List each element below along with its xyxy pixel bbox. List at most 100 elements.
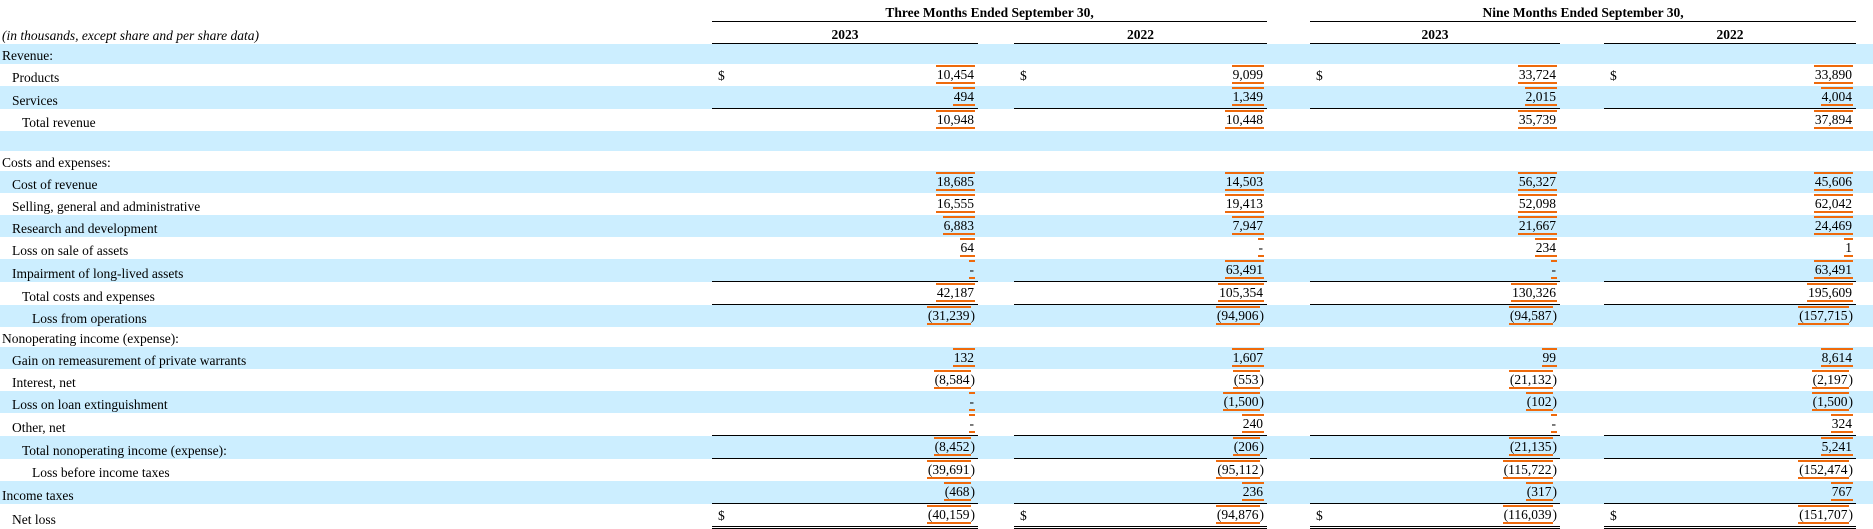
- table-row: Total revenue 10,948 10,448 35,739 37,894: [0, 108, 1873, 132]
- value-cell: (94,587): [1310, 304, 1561, 327]
- value-cell: 35,739: [1310, 108, 1561, 131]
- row-margin: [1856, 504, 1873, 528]
- row-label: [0, 131, 712, 151]
- fact-value: (553): [1232, 370, 1265, 389]
- column-gap: [1267, 193, 1310, 215]
- row-margin: [1856, 215, 1873, 237]
- row-label: Research and development: [12, 221, 158, 236]
- row-label: Nonoperating income (expense):: [2, 331, 179, 346]
- value-cell: [712, 327, 978, 347]
- value-cell: $ (151,707): [1604, 503, 1857, 529]
- row-label: Gain on remeasurement of private warrant…: [12, 353, 247, 368]
- fact-value: -: [1550, 260, 1558, 279]
- fact-value: (94,876): [1215, 505, 1265, 524]
- row-margin: [1856, 282, 1873, 305]
- value-cell: [1310, 44, 1560, 65]
- table-row: Selling, general and administrative 16,55…: [0, 193, 1873, 215]
- fact-value: 56,327: [1517, 172, 1558, 191]
- column-gap: [1267, 215, 1310, 237]
- value-cell: (94,906): [1014, 304, 1268, 327]
- table-row: Loss on sale of assets 64 - 234 1: [0, 237, 1873, 259]
- year-header-9m-2022: 2022: [1604, 21, 1857, 44]
- period-header-nine-months: Nine Months Ended September 30,: [1310, 0, 1857, 22]
- fact-value: 21,667: [1517, 216, 1558, 235]
- row-margin: [1856, 151, 1873, 171]
- value-cell: [712, 131, 978, 151]
- fact-value: (21,132): [1508, 370, 1558, 389]
- column-gap: [1560, 436, 1604, 459]
- column-gap: [1560, 151, 1604, 171]
- column-gap: [978, 459, 1014, 482]
- row-label: Loss on loan extinguishment: [12, 397, 168, 412]
- value-cell: 494: [712, 86, 978, 109]
- value-cell: (468): [712, 481, 978, 504]
- header-margin: [1856, 22, 1873, 44]
- column-gap: [1560, 109, 1604, 132]
- row-label: Impairment of long-lived assets: [12, 265, 184, 281]
- fact-value: 45,606: [1813, 172, 1854, 191]
- row-label: Cost of revenue: [12, 177, 98, 192]
- fact-value: 99: [1541, 348, 1558, 367]
- value-cell: 16,555: [712, 193, 978, 215]
- column-gap: [1560, 327, 1604, 347]
- value-cell: 21,667: [1310, 215, 1560, 237]
- fact-value: 9,099: [1231, 65, 1265, 84]
- row-margin: [1856, 44, 1873, 65]
- column-gap: [1267, 413, 1310, 436]
- value-cell: 63,491: [1604, 259, 1856, 282]
- value-cell: (152,474): [1604, 458, 1857, 481]
- value-cell: 1: [1604, 237, 1856, 259]
- fact-value: (94,587): [1508, 306, 1558, 325]
- table-row: Nonoperating income (expense):: [0, 327, 1873, 347]
- column-gap: [1560, 171, 1604, 193]
- row-margin: [1856, 436, 1873, 459]
- fact-value: 4,004: [1820, 87, 1854, 106]
- value-cell: 62,042: [1604, 193, 1856, 215]
- value-cell: (8,584): [712, 369, 978, 391]
- value-cell: 52,098: [1310, 193, 1560, 215]
- fact-value: 52,098: [1517, 194, 1558, 213]
- row-label: Net loss: [12, 511, 56, 527]
- table-row: Gain on remeasurement of private warrant…: [0, 347, 1873, 369]
- value-cell: 132: [712, 347, 978, 369]
- value-cell: [1604, 131, 1856, 151]
- value-cell: [712, 151, 978, 171]
- column-gap: [978, 282, 1014, 305]
- column-gap: [978, 504, 1014, 528]
- fact-value: 324: [1830, 414, 1854, 433]
- fact-value: (206): [1232, 437, 1265, 456]
- fact-value: 37,894: [1813, 110, 1854, 129]
- value-cell: 45,606: [1604, 171, 1856, 193]
- value-cell: (8,452): [712, 435, 978, 459]
- value-cell: [1604, 327, 1856, 347]
- value-cell: 1,607: [1014, 347, 1267, 369]
- value-cell: -: [712, 391, 978, 413]
- table-row: Interest, net (8,584) (553) (21,132) (2,197): [0, 369, 1873, 391]
- header-gap: [1560, 22, 1604, 44]
- table-row: Loss before income taxes (39,691) (95,112)…: [0, 458, 1873, 482]
- column-gap: [1560, 259, 1604, 282]
- column-gap: [1267, 237, 1310, 259]
- currency-symbol: $: [1316, 508, 1323, 523]
- fact-value: 1,607: [1231, 348, 1265, 367]
- column-gap: [978, 44, 1014, 65]
- row-margin: [1856, 369, 1873, 391]
- value-cell: $ (94,876): [1014, 503, 1268, 529]
- column-gap: [1560, 459, 1604, 482]
- row-margin: [1856, 481, 1873, 504]
- fact-value: 6,883: [942, 216, 975, 235]
- table-row: Total costs and expenses 42,187 105,354 130…: [0, 281, 1873, 305]
- value-cell: 234: [1310, 237, 1560, 259]
- fact-value: 24,469: [1813, 216, 1854, 235]
- value-cell: -: [1014, 237, 1267, 259]
- fact-value: 14,503: [1224, 172, 1265, 191]
- column-gap: [1560, 86, 1604, 109]
- table-row: Products $10,454 $9,099 $33,724 $33,890: [0, 64, 1873, 86]
- value-cell: 240: [1014, 413, 1267, 436]
- value-cell: -: [1310, 413, 1560, 436]
- column-gap: [1560, 64, 1604, 86]
- column-gap: [1267, 282, 1310, 305]
- fact-value: (115,722): [1502, 460, 1558, 479]
- value-cell: 99: [1310, 347, 1560, 369]
- fact-value: 10,448: [1224, 110, 1265, 129]
